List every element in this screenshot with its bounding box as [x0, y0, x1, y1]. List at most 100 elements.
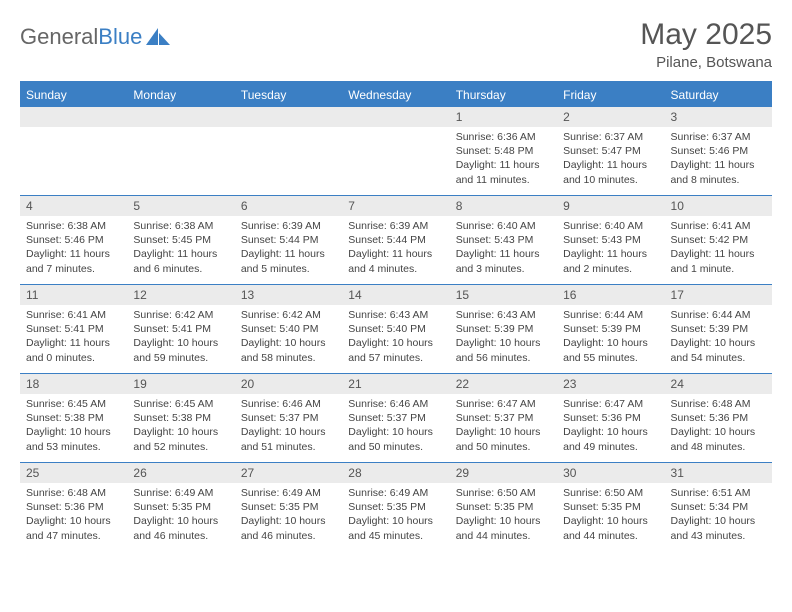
sunset-value: 5:43 PM [602, 234, 641, 246]
month-title: May 2025 [640, 18, 772, 52]
daylight-label: Daylight: [671, 337, 712, 349]
day-details: Sunrise: 6:51 AMSunset: 5:34 PMDaylight:… [665, 483, 772, 549]
day-cell: 20Sunrise: 6:46 AMSunset: 5:37 PMDayligh… [235, 374, 342, 462]
sunset-value: 5:39 PM [602, 323, 641, 335]
sunrise-label: Sunrise: [241, 220, 280, 232]
sunset-label: Sunset: [456, 234, 492, 246]
day-details: Sunrise: 6:36 AMSunset: 5:48 PMDaylight:… [450, 127, 557, 193]
sunrise-value: 6:36 AM [497, 131, 536, 143]
sunset-value: 5:38 PM [65, 412, 104, 424]
daylight-label: Daylight: [26, 337, 67, 349]
sunset-label: Sunset: [671, 412, 707, 424]
day-number: 17 [665, 285, 772, 305]
sunset-value: 5:45 PM [172, 234, 211, 246]
brand-sail-icon [146, 28, 172, 46]
sunrise-label: Sunrise: [563, 309, 602, 321]
brand-part1: General [20, 24, 98, 50]
sunrise-label: Sunrise: [26, 398, 65, 410]
sunset-label: Sunset: [348, 501, 384, 513]
sunset-label: Sunset: [563, 412, 599, 424]
week-row: 18Sunrise: 6:45 AMSunset: 5:38 PMDayligh… [20, 373, 772, 462]
sunset-label: Sunset: [26, 234, 62, 246]
sunrise-value: 6:48 AM [67, 487, 106, 499]
sunset-value: 5:43 PM [494, 234, 533, 246]
daylight-label: Daylight: [348, 248, 389, 260]
sunset-value: 5:35 PM [602, 501, 641, 513]
day-number: 26 [127, 463, 234, 483]
day-cell [235, 107, 342, 195]
day-details: Sunrise: 6:50 AMSunset: 5:35 PMDaylight:… [557, 483, 664, 549]
day-details: Sunrise: 6:50 AMSunset: 5:35 PMDaylight:… [450, 483, 557, 549]
day-cell: 3Sunrise: 6:37 AMSunset: 5:46 PMDaylight… [665, 107, 772, 195]
day-number [235, 107, 342, 127]
day-number: 25 [20, 463, 127, 483]
daylight-label: Daylight: [563, 159, 604, 171]
sunrise-label: Sunrise: [133, 220, 172, 232]
sunrise-label: Sunrise: [133, 309, 172, 321]
sunset-label: Sunset: [26, 501, 62, 513]
day-cell: 31Sunrise: 6:51 AMSunset: 5:34 PMDayligh… [665, 463, 772, 551]
day-details: Sunrise: 6:37 AMSunset: 5:47 PMDaylight:… [557, 127, 664, 193]
day-number: 20 [235, 374, 342, 394]
sunset-label: Sunset: [133, 323, 169, 335]
day-cell: 19Sunrise: 6:45 AMSunset: 5:38 PMDayligh… [127, 374, 234, 462]
day-cell: 22Sunrise: 6:47 AMSunset: 5:37 PMDayligh… [450, 374, 557, 462]
week-row: 11Sunrise: 6:41 AMSunset: 5:41 PMDayligh… [20, 284, 772, 373]
day-cell: 2Sunrise: 6:37 AMSunset: 5:47 PMDaylight… [557, 107, 664, 195]
daylight-label: Daylight: [241, 248, 282, 260]
sunset-value: 5:40 PM [387, 323, 426, 335]
day-details: Sunrise: 6:45 AMSunset: 5:38 PMDaylight:… [127, 394, 234, 460]
sunrise-value: 6:39 AM [390, 220, 429, 232]
day-cell: 10Sunrise: 6:41 AMSunset: 5:42 PMDayligh… [665, 196, 772, 284]
sunrise-value: 6:48 AM [712, 398, 751, 410]
location: Pilane, Botswana [640, 54, 772, 71]
day-cell [342, 107, 449, 195]
day-number: 23 [557, 374, 664, 394]
day-number [127, 107, 234, 127]
sunrise-label: Sunrise: [241, 487, 280, 499]
day-details: Sunrise: 6:48 AMSunset: 5:36 PMDaylight:… [665, 394, 772, 460]
sunset-value: 5:35 PM [494, 501, 533, 513]
sunrise-label: Sunrise: [456, 487, 495, 499]
day-number: 29 [450, 463, 557, 483]
day-number: 3 [665, 107, 772, 127]
weekday-header: Sunday [20, 83, 127, 107]
day-number: 1 [450, 107, 557, 127]
sunrise-label: Sunrise: [26, 220, 65, 232]
day-details: Sunrise: 6:43 AMSunset: 5:39 PMDaylight:… [450, 305, 557, 371]
sunset-label: Sunset: [133, 412, 169, 424]
day-cell: 15Sunrise: 6:43 AMSunset: 5:39 PMDayligh… [450, 285, 557, 373]
sunset-label: Sunset: [133, 234, 169, 246]
sunrise-label: Sunrise: [671, 131, 710, 143]
sunrise-value: 6:40 AM [497, 220, 536, 232]
day-cell: 16Sunrise: 6:44 AMSunset: 5:39 PMDayligh… [557, 285, 664, 373]
sunset-value: 5:48 PM [494, 145, 533, 157]
day-details: Sunrise: 6:45 AMSunset: 5:38 PMDaylight:… [20, 394, 127, 460]
sunrise-value: 6:50 AM [605, 487, 644, 499]
day-number [342, 107, 449, 127]
day-number [20, 107, 127, 127]
calendar: SundayMondayTuesdayWednesdayThursdayFrid… [20, 81, 772, 551]
day-number: 9 [557, 196, 664, 216]
day-number: 4 [20, 196, 127, 216]
daylight-label: Daylight: [456, 426, 497, 438]
day-details: Sunrise: 6:40 AMSunset: 5:43 PMDaylight:… [557, 216, 664, 282]
daylight-label: Daylight: [26, 426, 67, 438]
sunset-label: Sunset: [348, 234, 384, 246]
week-row: 1Sunrise: 6:36 AMSunset: 5:48 PMDaylight… [20, 107, 772, 195]
day-number: 6 [235, 196, 342, 216]
sunrise-value: 6:46 AM [390, 398, 429, 410]
sunset-value: 5:35 PM [387, 501, 426, 513]
daylight-label: Daylight: [456, 337, 497, 349]
day-details [342, 127, 449, 136]
day-details: Sunrise: 6:46 AMSunset: 5:37 PMDaylight:… [342, 394, 449, 460]
sunset-label: Sunset: [348, 412, 384, 424]
day-details: Sunrise: 6:49 AMSunset: 5:35 PMDaylight:… [235, 483, 342, 549]
day-cell: 9Sunrise: 6:40 AMSunset: 5:43 PMDaylight… [557, 196, 664, 284]
week-row: 25Sunrise: 6:48 AMSunset: 5:36 PMDayligh… [20, 462, 772, 551]
daylight-label: Daylight: [563, 515, 604, 527]
day-cell [20, 107, 127, 195]
day-number: 22 [450, 374, 557, 394]
title-block: May 2025 Pilane, Botswana [640, 18, 772, 71]
day-details: Sunrise: 6:47 AMSunset: 5:37 PMDaylight:… [450, 394, 557, 460]
